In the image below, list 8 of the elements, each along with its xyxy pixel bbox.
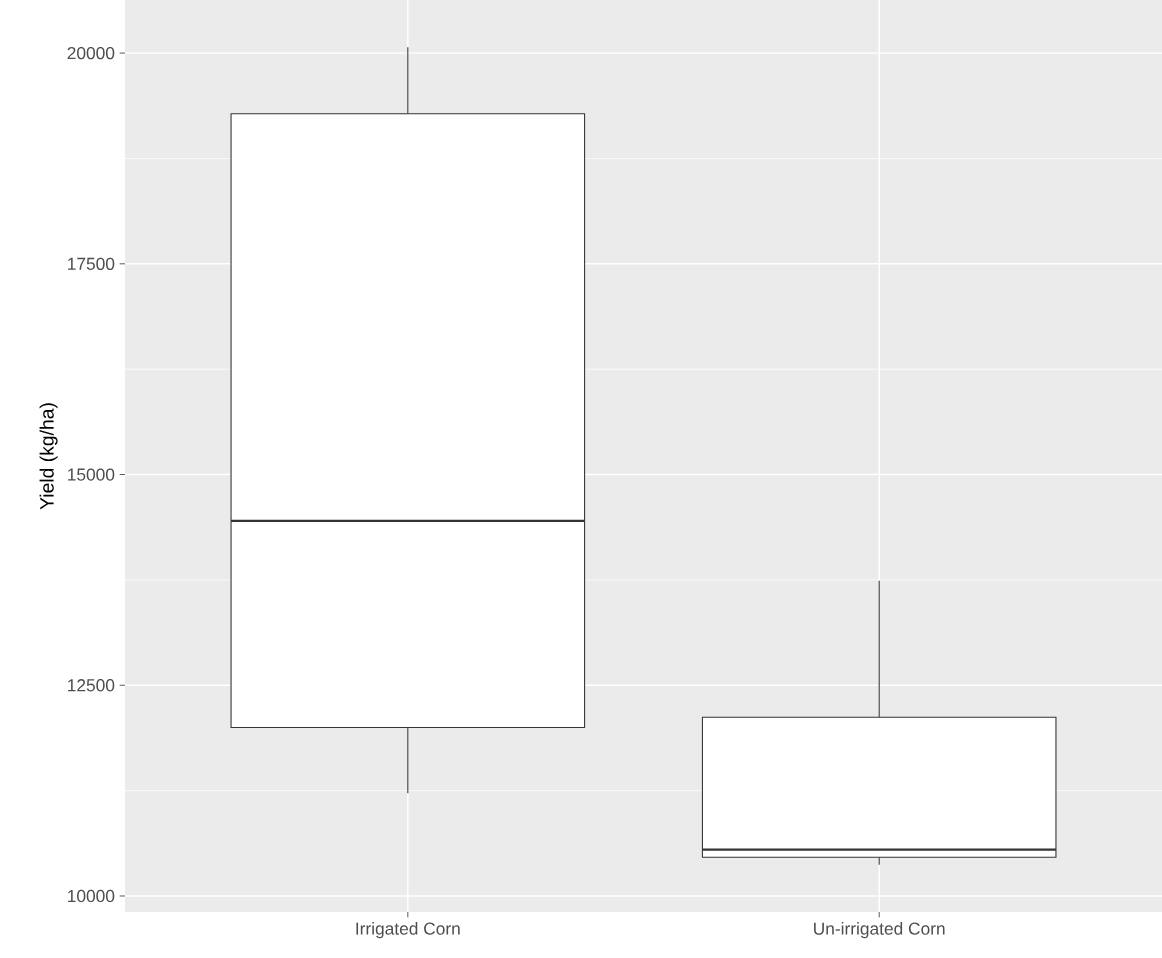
y-tick-label: 12500 [68,679,115,692]
y-tick-label: 10000 [68,890,115,903]
y-tick-label: 20000 [67,47,115,60]
x-tick-label: Irrigated Corn [356,922,460,939]
y-axis-title: Yield (kg/ha) [39,403,58,510]
y-tick-label: 15000 [68,468,115,481]
y-tick-label: 17500 [68,257,115,271]
x-tick-label: Un-irrigated Corn [814,922,945,939]
